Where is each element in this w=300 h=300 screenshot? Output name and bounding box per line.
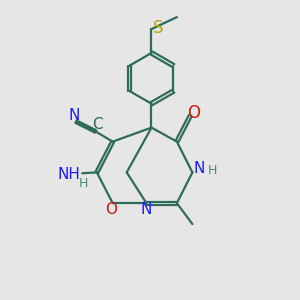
Text: O: O	[188, 104, 200, 122]
Text: O: O	[105, 202, 117, 217]
Text: N: N	[140, 202, 152, 217]
Text: N: N	[69, 108, 80, 123]
Text: C: C	[92, 117, 103, 132]
Text: H: H	[208, 164, 218, 177]
Text: S: S	[153, 20, 163, 38]
Text: NH: NH	[58, 167, 81, 182]
Text: N: N	[193, 161, 205, 176]
Text: H: H	[79, 177, 88, 190]
